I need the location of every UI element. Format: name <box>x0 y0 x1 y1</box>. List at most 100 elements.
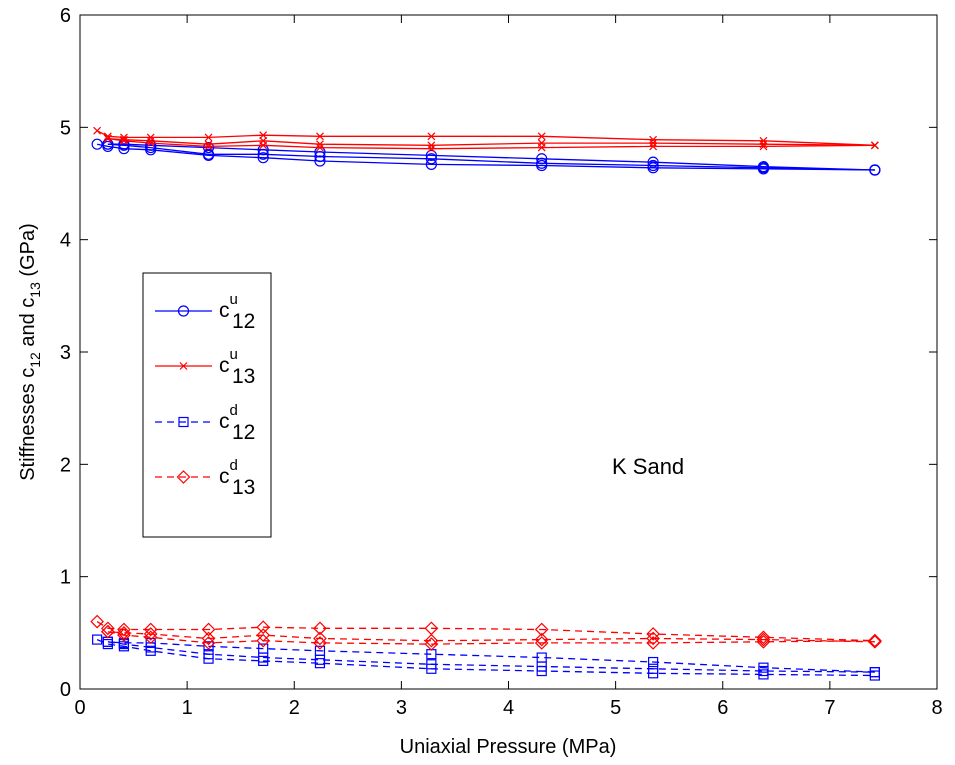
data-point-c13u <box>316 143 324 152</box>
data-point-c12d <box>92 634 103 645</box>
data-point-c13d <box>256 633 271 648</box>
data-point-c12u <box>425 149 437 162</box>
y-tick-label: 3 <box>60 342 71 364</box>
data-point-c13d <box>313 636 327 650</box>
data-point-c12u <box>425 153 437 165</box>
data-point-c13d <box>201 631 216 646</box>
x-tick-label: 0 <box>74 697 85 719</box>
data-point-c13u <box>870 141 879 150</box>
y-tick-label: 1 <box>60 567 71 589</box>
legend-marker-c13d <box>176 470 191 484</box>
data-point-c13u <box>93 126 102 135</box>
data-point-c13u <box>119 135 128 144</box>
y-axis-label: Stiffnesses c12 and c13 (GPa) <box>17 223 43 481</box>
data-point-c12d <box>869 667 880 678</box>
data-point-c13d <box>424 637 439 651</box>
data-point-c13d <box>756 630 771 645</box>
data-point-c12u <box>202 141 215 154</box>
x-tick-label: 8 <box>931 697 942 719</box>
series-line-c12d <box>107 641 875 673</box>
x-tick-label: 2 <box>289 697 300 719</box>
data-point-c12d <box>426 659 437 670</box>
series-c12u <box>91 138 881 176</box>
data-point-c12d <box>536 661 547 672</box>
data-point-c12u <box>757 161 770 173</box>
data-point-c13u <box>537 143 546 152</box>
data-point-c13u <box>649 135 658 144</box>
data-point-c13u <box>204 133 213 142</box>
tick-layer: 0 1 2 3 4 5 6 7 8 0 1 2 3 4 5 6 <box>60 5 943 719</box>
data-point-c12d <box>648 663 659 674</box>
legend-marker-c13u <box>179 362 188 370</box>
x-tick-label: 4 <box>503 697 514 719</box>
data-point-c13u <box>427 144 436 153</box>
data-point-c13d <box>534 636 549 650</box>
data-point-c13u <box>259 131 268 140</box>
data-point-c12u <box>536 153 548 165</box>
legend-label-c12d: cd 12 <box>219 402 255 444</box>
y-tick-label: 0 <box>60 679 71 701</box>
series-line-c13d <box>107 631 875 645</box>
x-tick-label: 3 <box>396 697 407 719</box>
data-point-c12d <box>258 652 269 663</box>
data-point-c12u <box>647 159 659 172</box>
data-point-c12u <box>257 152 269 164</box>
data-point-c13d <box>868 634 882 649</box>
x-tick-label: 5 <box>610 697 621 719</box>
data-point-c13u <box>146 133 155 142</box>
x-axis-label: Uniaxial Pressure (MPa) <box>400 736 617 758</box>
data-point-c13d <box>201 636 216 650</box>
data-point-c13d <box>868 633 882 648</box>
data-point-c13u <box>259 141 268 150</box>
x-tick-label: 1 <box>182 697 193 719</box>
data-point-c12d <box>203 641 214 652</box>
y-tick-label: 6 <box>60 5 71 27</box>
series-layer <box>90 126 882 681</box>
series-c12d <box>92 634 880 681</box>
data-point-c12d <box>648 656 659 668</box>
series-c13u <box>93 126 879 153</box>
data-point-c13u <box>316 140 324 149</box>
data-point-c13d <box>646 631 660 646</box>
y-tick-label: 5 <box>60 117 71 139</box>
data-point-c13d <box>313 621 327 636</box>
data-point-c12u <box>91 138 103 150</box>
data-point-c13d <box>101 624 115 639</box>
data-point-c13u <box>649 139 658 147</box>
x-tick-label: 7 <box>824 697 835 719</box>
data-point-c13d <box>143 627 158 641</box>
legend-marker-c12d <box>178 416 189 428</box>
data-point-c13d <box>646 627 660 641</box>
data-point-c12u <box>647 156 659 168</box>
data-point-c13d <box>201 622 216 637</box>
series-line-c12u <box>107 143 875 171</box>
y-tick-label: 2 <box>60 454 71 476</box>
data-point-c13d <box>143 622 158 637</box>
data-point-c13d <box>101 621 115 636</box>
legend-marker-c12u <box>177 305 190 317</box>
data-point-c13d <box>424 633 439 648</box>
data-point-c13u <box>103 134 112 143</box>
y-tick-label: 4 <box>60 230 71 252</box>
data-point-c12u <box>202 148 215 160</box>
data-point-c13d <box>534 632 549 647</box>
data-point-c13u <box>427 141 436 150</box>
data-point-c13d <box>256 620 271 635</box>
data-point-c13d <box>756 632 771 647</box>
data-point-c13d <box>90 614 104 629</box>
legend: cu 12 cu 13 cd 12 cd 13 <box>142 272 272 538</box>
legend-box <box>142 272 272 538</box>
k-sand-annotation: K Sand <box>612 454 684 479</box>
data-point-c13u <box>204 142 213 151</box>
series-c13d <box>90 614 882 651</box>
x-tick-label: 6 <box>717 697 728 719</box>
data-point-c13d <box>756 634 771 649</box>
data-point-c13u <box>759 136 768 145</box>
series-line-c12d <box>96 638 875 677</box>
legend-label-c13d: cd 13 <box>219 457 255 499</box>
data-point-c13u <box>316 132 324 141</box>
data-point-c13d <box>646 636 660 650</box>
data-point-c13d <box>117 625 131 640</box>
data-point-c13u <box>119 136 128 145</box>
